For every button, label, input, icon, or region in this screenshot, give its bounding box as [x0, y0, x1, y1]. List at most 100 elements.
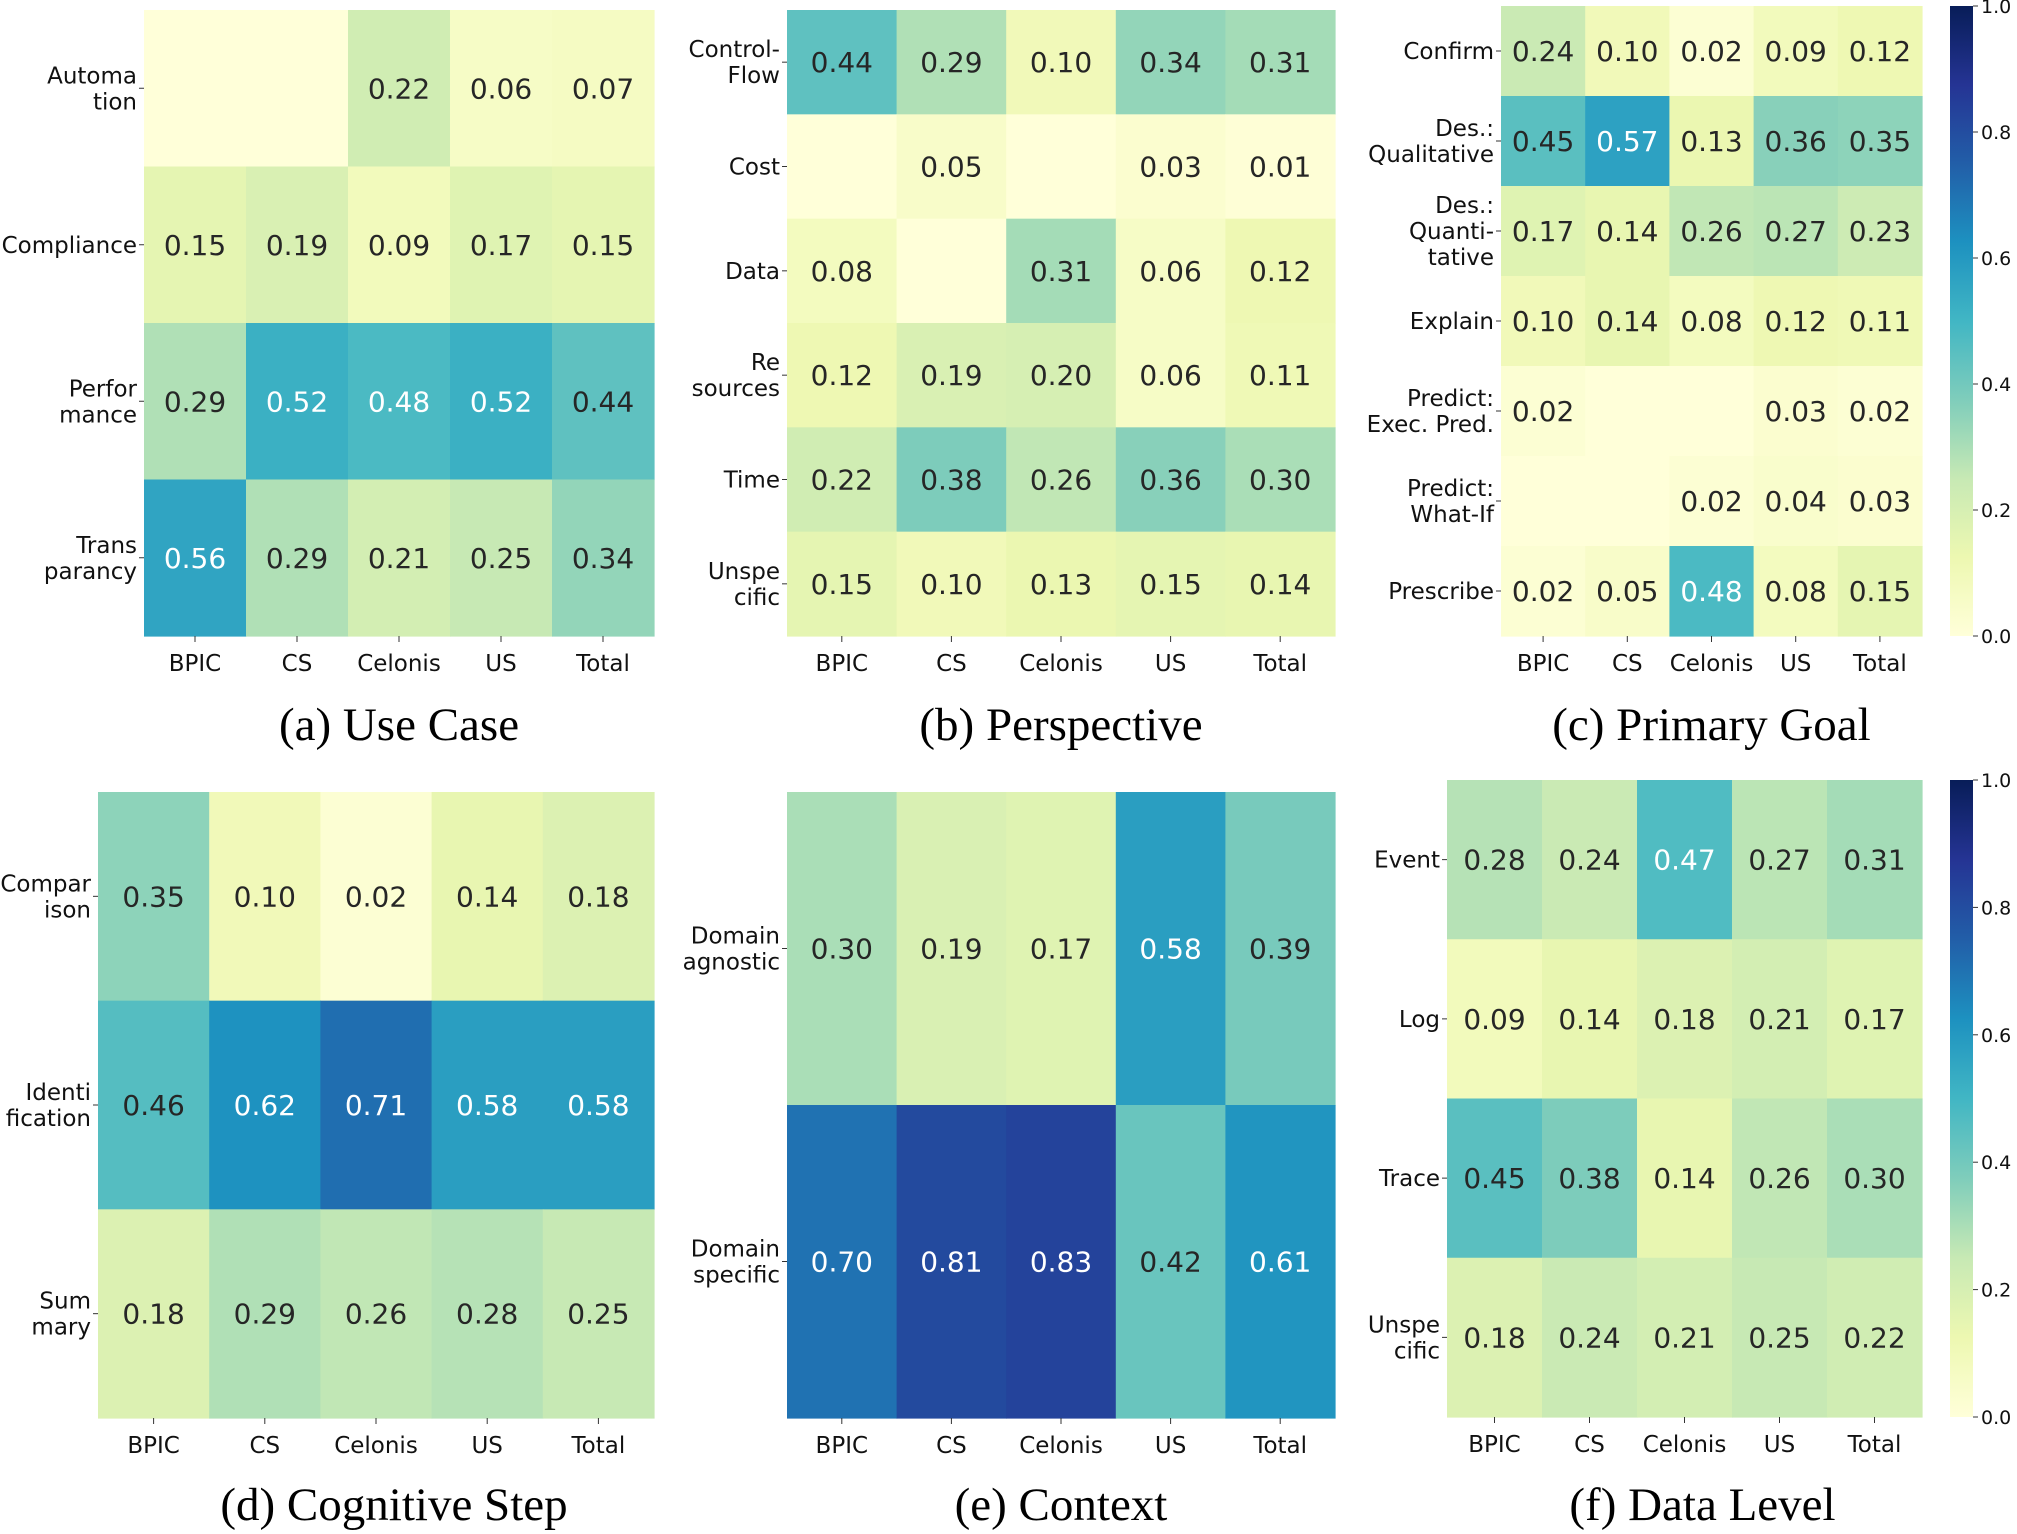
cell-value-label: 0.57: [1596, 125, 1658, 158]
y-tick-label: Confirm: [1403, 39, 1494, 65]
cell-value-label: 0.11: [1249, 359, 1311, 392]
cell-value-label: 0.31: [1843, 844, 1905, 877]
heatmap-cell: [1837, 456, 1923, 547]
y-tick-label: Trace: [1378, 1166, 1440, 1192]
subfigure-caption: (b) Perspective: [919, 699, 1202, 751]
cell-value-label: 0.29: [234, 1298, 296, 1331]
cell-value-label: 0.18: [1463, 1321, 1525, 1354]
cell-value-label: 0.19: [920, 359, 982, 392]
heatmap-cell: [1225, 218, 1336, 324]
cell-value-label: 0.05: [920, 151, 982, 184]
heatmap-cell: [1827, 1257, 1923, 1418]
heatmap-cell: [1447, 1098, 1543, 1259]
cell-value-label: 0.48: [1680, 575, 1742, 608]
heatmap-cell: [1669, 186, 1755, 277]
heatmap-cell: [1827, 780, 1923, 940]
cell-value-label: 0.14: [1249, 568, 1311, 601]
heatmap-cell: [1006, 531, 1117, 637]
colorbar-gradient: [1950, 780, 1973, 1417]
y-tick-label: Des.: Quanti-tative: [1409, 193, 1494, 271]
subfigure-caption: (d) Cognitive Step: [220, 1479, 567, 1531]
heatmap-cell: [1732, 939, 1828, 1100]
colorbar: 0.0 0.2 0.4 0.6 0.8 1.0: [1950, 0, 2011, 648]
heatmap-cell: [1837, 276, 1923, 367]
cell-value-label: 0.25: [567, 1298, 629, 1331]
heatmap-cell: [1753, 366, 1839, 457]
cell-value-label: 0.06: [1139, 255, 1201, 288]
x-tick-label: BPIC: [816, 651, 869, 677]
cell-value-label: 0.06: [470, 72, 532, 105]
cell-value-label: 0.26: [345, 1298, 407, 1331]
cell-value-label: 0.10: [234, 880, 296, 913]
x-tick-label: Celonis: [1019, 651, 1103, 677]
heatmap-cell: [896, 792, 1007, 1106]
heatmap-cell: [1732, 1098, 1828, 1259]
x-tick-label: US: [1155, 651, 1186, 677]
cell-value-label: 0.15: [164, 229, 226, 262]
heatmap-cell: [1115, 531, 1226, 637]
heatmap-cell: [542, 792, 655, 1002]
cell-value-label: 0.29: [164, 385, 226, 418]
heatmap-cell: [98, 1209, 210, 1419]
cell-value-label: 0.25: [470, 542, 532, 575]
cell-value-label: 0.02: [345, 880, 407, 913]
cell-value-label: 0.24: [1512, 35, 1574, 68]
cell-value-label: 0.13: [1030, 568, 1092, 601]
heatmap-cell: [1115, 114, 1226, 220]
colorbar-tick-label: 1.0: [1981, 770, 2011, 792]
x-tick-label: Celonis: [357, 651, 441, 677]
cell-value-label: 0.34: [1139, 46, 1201, 79]
cell-value-label: 0.12: [1765, 305, 1827, 338]
cell-value-label: 0.23: [1849, 215, 1911, 248]
cell-value-label: 0.56: [164, 542, 226, 575]
cell-value-label: 0.29: [266, 542, 328, 575]
cell-value-label: 0.61: [1249, 1246, 1311, 1279]
heatmap-cell: [246, 323, 349, 481]
heatmap-cell: [1837, 6, 1923, 97]
cell-value-label: 0.30: [1249, 464, 1311, 497]
heatmap-cell: [552, 10, 655, 168]
y-tick-label: Unspe cific: [708, 559, 780, 611]
cell-value-label: 0.22: [368, 72, 430, 105]
y-tick-label: Control-Flow: [689, 37, 780, 89]
cell-value-label: 0.14: [1558, 1003, 1620, 1036]
cell-value-label: 0.35: [1849, 125, 1911, 158]
heatmap-cell: [1669, 96, 1755, 187]
heatmap-cell: [787, 10, 898, 115]
cell-value-label: 0.03: [1849, 485, 1911, 518]
heatmap-cell: [1827, 939, 1923, 1100]
x-tick-label: CS: [249, 1433, 280, 1459]
colorbar-tick-label: 0.8: [1981, 897, 2011, 919]
cell-value-label: 0.08: [1765, 575, 1827, 608]
heatmap-cell: [348, 10, 451, 168]
cell-value-label: 0.01: [1249, 151, 1311, 184]
x-tick-label: Celonis: [1019, 1433, 1103, 1459]
heatmap-cell: [1225, 1105, 1336, 1419]
heatmap-data-level: 0.28 0.24 0.47 0.27 0.31 0.09 0.14 0.18 0.21 0.17…: [1368, 770, 2011, 1531]
heatmap-cell: [144, 479, 247, 637]
heatmap-cell: [1006, 323, 1117, 428]
heatmap-cell: [1225, 10, 1336, 115]
y-tick-label: Prescribe: [1388, 579, 1494, 605]
heatmap-cell: [1115, 10, 1226, 115]
heatmap-cell: [1006, 427, 1117, 533]
cell-value-label: 0.15: [1849, 575, 1911, 608]
heatmap-cell: [1447, 780, 1543, 940]
y-tick-label: Data: [725, 259, 780, 285]
cell-value-label: 0.26: [1030, 464, 1092, 497]
heatmap-cell: [1585, 366, 1670, 457]
heatmap-cell: [246, 166, 349, 324]
heatmap-cell: [144, 323, 247, 481]
heatmap-cell: [1542, 939, 1638, 1100]
heatmap-cell: [1006, 10, 1117, 115]
y-tick-label: Compar ison: [0, 871, 91, 923]
heatmap-cell: [787, 114, 898, 220]
cell-value-label: 0.38: [920, 464, 982, 497]
cell-value-label: 0.28: [1463, 844, 1525, 877]
heatmap-cell: [1637, 1098, 1733, 1259]
x-tick-label: Total: [1847, 1432, 1902, 1458]
colorbar-tick-label: 0.6: [1981, 248, 2011, 270]
x-tick-label: Total: [1252, 1433, 1307, 1459]
cell-value-label: 0.10: [920, 568, 982, 601]
y-tick-label: Domain specific: [691, 1237, 780, 1289]
